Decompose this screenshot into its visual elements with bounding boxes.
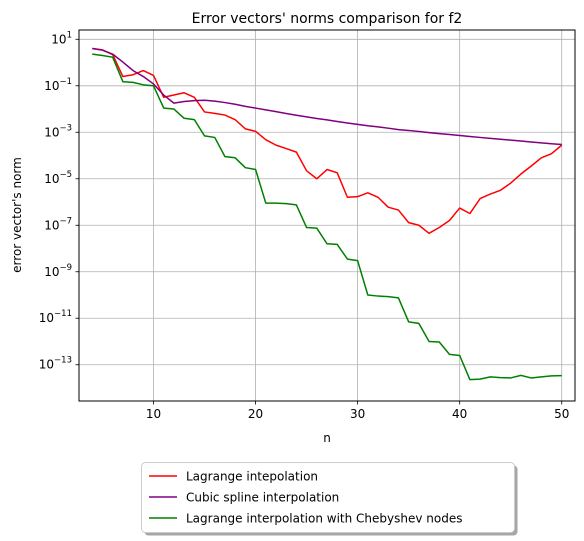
x-tick-label: 10 [146,407,161,421]
y-axis: 101 10−1 10−3 10−5 10−7 10−9 10−11 10−13 [39,30,79,372]
y-tick-label: 10−9 [44,263,72,279]
series-line-2 [92,47,562,146]
legend-box [141,462,515,533]
x-axis: 10 20 30 40 50 [146,401,569,421]
y-tick-label: 101 [51,30,72,46]
series-line-3 [92,53,562,381]
series-line-1 [92,47,563,235]
x-tick-label: 20 [248,407,263,421]
y-tick-label: 10−13 [39,356,72,372]
legend-label-3: Lagrange interpolation with Chebyshev no… [186,512,463,526]
x-tick-label: 40 [452,407,467,421]
legend-label-2: Cubic spline interpolation [186,491,339,505]
legend: Lagrange intepolation Cubic spline interp… [141,462,518,536]
x-axis-label: n [323,431,331,445]
x-tick-label: 30 [350,407,365,421]
y-tick-label: 10−7 [44,216,72,232]
series-layer [92,47,563,381]
chart-title: Error vectors' norms comparison for f2 [192,11,463,27]
y-axis-label: error vector's norm [10,157,24,273]
plot-frame [78,29,576,402]
y-tick-label: 10−3 [44,123,72,139]
grid [79,30,575,401]
x-tick-label: 50 [554,407,569,421]
y-tick-label: 10−11 [39,309,72,325]
y-tick-label: 10−1 [44,77,72,93]
y-tick-label: 10−5 [44,170,72,186]
legend-label-1: Lagrange intepolation [186,470,318,484]
